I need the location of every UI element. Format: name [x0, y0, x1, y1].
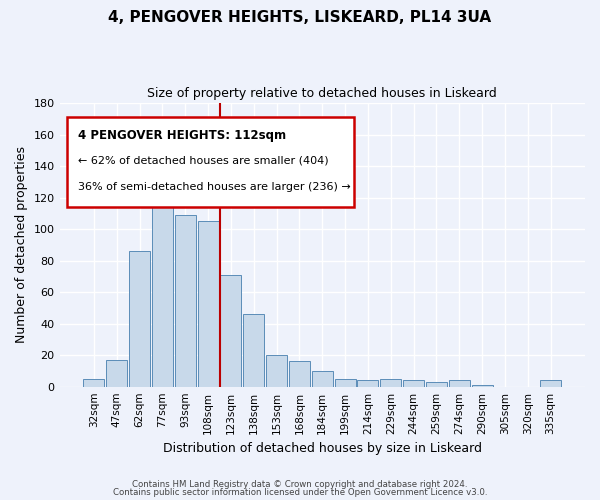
Title: Size of property relative to detached houses in Liskeard: Size of property relative to detached ho… — [148, 88, 497, 101]
Text: ← 62% of detached houses are smaller (404): ← 62% of detached houses are smaller (40… — [78, 156, 329, 166]
Bar — [175, 215, 196, 386]
Bar — [358, 380, 379, 386]
Bar — [472, 385, 493, 386]
Bar — [83, 379, 104, 386]
FancyBboxPatch shape — [67, 117, 354, 206]
Bar — [403, 380, 424, 386]
Bar — [129, 251, 150, 386]
Bar — [106, 360, 127, 386]
Text: Contains HM Land Registry data © Crown copyright and database right 2024.: Contains HM Land Registry data © Crown c… — [132, 480, 468, 489]
Y-axis label: Number of detached properties: Number of detached properties — [15, 146, 28, 344]
Bar — [449, 380, 470, 386]
Bar — [380, 379, 401, 386]
X-axis label: Distribution of detached houses by size in Liskeard: Distribution of detached houses by size … — [163, 442, 482, 455]
Bar — [266, 355, 287, 386]
Bar — [540, 380, 561, 386]
Bar — [426, 382, 447, 386]
Text: Contains public sector information licensed under the Open Government Licence v3: Contains public sector information licen… — [113, 488, 487, 497]
Bar — [152, 156, 173, 386]
Bar — [335, 379, 356, 386]
Text: 36% of semi-detached houses are larger (236) →: 36% of semi-detached houses are larger (… — [78, 182, 350, 192]
Bar — [220, 275, 241, 386]
Text: 4, PENGOVER HEIGHTS, LISKEARD, PL14 3UA: 4, PENGOVER HEIGHTS, LISKEARD, PL14 3UA — [109, 10, 491, 25]
Bar — [312, 371, 333, 386]
Bar — [243, 314, 264, 386]
Bar — [289, 362, 310, 386]
Bar — [197, 221, 218, 386]
Text: 4 PENGOVER HEIGHTS: 112sqm: 4 PENGOVER HEIGHTS: 112sqm — [78, 128, 286, 141]
